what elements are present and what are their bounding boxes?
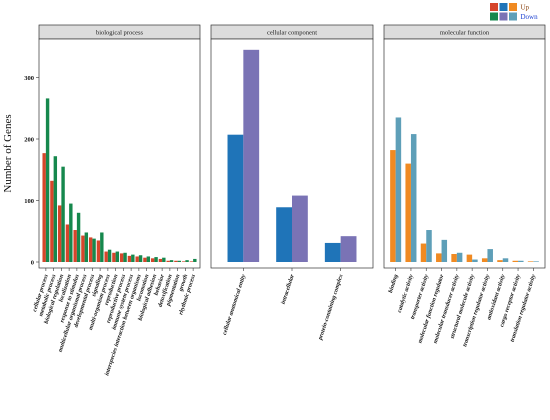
bar-down bbox=[138, 255, 143, 262]
bar-up bbox=[57, 205, 62, 262]
legend-swatch-down bbox=[509, 12, 517, 21]
panel-cellular-component: cellular component cellular anatomical en… bbox=[210, 24, 374, 342]
bar-down bbox=[76, 212, 81, 262]
bar-up bbox=[158, 258, 163, 262]
bar-up bbox=[420, 243, 427, 262]
legend-swatch-up bbox=[509, 3, 517, 11]
bar-down bbox=[162, 257, 166, 262]
y-axis-label: Number of Genes bbox=[2, 114, 14, 192]
bar-down bbox=[107, 249, 112, 262]
bar-up bbox=[65, 224, 70, 262]
bar-up bbox=[127, 255, 132, 262]
y-tick-label: 0 bbox=[31, 259, 34, 266]
bar-up bbox=[174, 260, 178, 262]
bar-down bbox=[53, 156, 58, 262]
bar-up bbox=[512, 260, 519, 262]
bar-up bbox=[497, 260, 503, 262]
bar-down bbox=[441, 239, 448, 262]
legend-swatch-up bbox=[499, 3, 508, 11]
bar-up bbox=[189, 261, 194, 262]
panel-frame bbox=[383, 38, 546, 269]
bar-down bbox=[100, 232, 104, 262]
bar-down bbox=[84, 232, 89, 262]
bar-up bbox=[481, 258, 488, 262]
bar-down bbox=[154, 257, 158, 262]
bar-up bbox=[112, 252, 116, 262]
x-tick-label: protein-containing complex bbox=[317, 274, 344, 342]
bar-down bbox=[177, 260, 182, 262]
bar-down bbox=[193, 258, 197, 262]
x-tick-label: binding bbox=[388, 274, 400, 294]
bar-up bbox=[50, 180, 54, 262]
bar-up bbox=[81, 235, 85, 262]
bar-down bbox=[487, 249, 493, 262]
bar-down bbox=[518, 260, 524, 262]
bar-up bbox=[227, 134, 244, 262]
bar-down bbox=[61, 166, 65, 262]
bar-down bbox=[426, 230, 432, 262]
bar-down bbox=[243, 49, 260, 263]
x-tick-label: cellular anatomical entity bbox=[222, 273, 247, 335]
bar-up bbox=[73, 230, 77, 262]
bar-down bbox=[340, 236, 357, 262]
bar-up bbox=[135, 256, 139, 262]
x-tick-label: catalytic activity bbox=[397, 273, 415, 313]
bar-up bbox=[42, 153, 46, 262]
x-tick-label: growth bbox=[178, 273, 190, 293]
x-tick-label: intracellular bbox=[281, 273, 296, 305]
bar-down bbox=[92, 238, 96, 262]
bar-up bbox=[96, 240, 101, 262]
bar-down bbox=[131, 254, 135, 262]
legend-swatch-up bbox=[490, 3, 498, 11]
bar-down bbox=[69, 203, 73, 262]
legend-label-down: Down bbox=[521, 13, 539, 21]
bar-down bbox=[472, 259, 478, 262]
legend-swatch-down bbox=[490, 12, 498, 21]
bar-down bbox=[456, 252, 463, 262]
bar-up bbox=[527, 261, 534, 262]
bar-up bbox=[324, 242, 341, 262]
bar-up bbox=[181, 261, 186, 262]
bar-down bbox=[292, 195, 308, 262]
legend-label-up: Up bbox=[521, 4, 530, 12]
strip-title: biological process bbox=[96, 30, 144, 37]
y-tick-label: 200 bbox=[24, 136, 34, 143]
bar-down bbox=[146, 256, 151, 262]
legend-swatch-down bbox=[499, 12, 508, 21]
bar-down bbox=[533, 261, 539, 262]
bar-up bbox=[436, 253, 442, 262]
strip-title: cellular component bbox=[267, 30, 317, 37]
bar-up bbox=[143, 257, 147, 262]
bar-up bbox=[104, 251, 108, 262]
bar-up bbox=[150, 258, 155, 262]
bar-up bbox=[119, 253, 124, 262]
bar-down bbox=[185, 260, 189, 262]
bar-down bbox=[115, 251, 120, 262]
y-tick-label: 100 bbox=[24, 198, 34, 205]
bar-down bbox=[169, 260, 174, 262]
bar-up bbox=[405, 163, 411, 262]
strip-title: molecular function bbox=[440, 30, 490, 37]
y-tick-label: 300 bbox=[24, 75, 34, 82]
bar-down bbox=[410, 134, 417, 262]
bar-up bbox=[88, 237, 93, 262]
bar-up bbox=[390, 150, 396, 262]
bar-down bbox=[502, 258, 509, 262]
bar-up bbox=[276, 207, 292, 262]
bar-up bbox=[466, 254, 473, 262]
bar-down bbox=[123, 252, 127, 262]
bar-down bbox=[45, 98, 50, 262]
bar-down bbox=[395, 117, 402, 262]
bar-up bbox=[166, 260, 170, 262]
bar-up bbox=[451, 254, 457, 262]
